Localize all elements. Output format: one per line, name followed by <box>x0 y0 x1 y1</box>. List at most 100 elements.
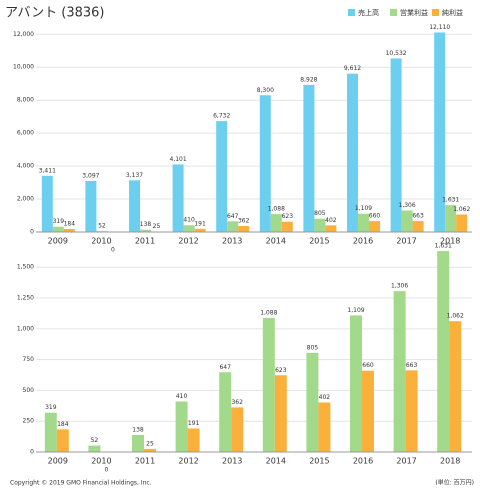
value-label: 1,088 <box>268 206 285 213</box>
x-tick-label: 2017 <box>396 457 416 466</box>
bar <box>401 210 413 232</box>
bar <box>132 435 144 452</box>
x-tick-label: 2012 <box>178 237 198 246</box>
value-label: 6,732 <box>213 113 230 120</box>
value-label: 410 <box>176 393 188 400</box>
bar <box>41 175 53 232</box>
value-label: 1,062 <box>447 313 464 320</box>
bar <box>63 228 75 232</box>
value-label: 191 <box>194 220 206 227</box>
x-tick-label: 2010 <box>91 457 111 466</box>
x-tick-label: 2011 <box>135 237 155 246</box>
value-label: 1,109 <box>355 205 372 212</box>
bar <box>140 229 151 232</box>
value-label: 663 <box>406 362 418 369</box>
y-tick-label: 1,250 <box>17 295 34 302</box>
bar <box>56 429 69 452</box>
bar <box>445 205 457 232</box>
x-tick-label: 2009 <box>48 237 68 246</box>
bar <box>231 407 244 452</box>
x-tick-label: 2017 <box>396 237 416 246</box>
bar <box>412 221 424 232</box>
bar <box>369 221 380 232</box>
bar <box>129 180 140 232</box>
value-label: 138 <box>140 221 152 228</box>
bar <box>274 375 287 452</box>
value-label: 52 <box>91 437 99 444</box>
value-label: 1,109 <box>347 307 364 314</box>
value-label: 25 <box>153 223 161 230</box>
bar <box>281 221 293 232</box>
value-label: 362 <box>231 399 243 406</box>
x-tick-label: 2014 <box>266 237 286 246</box>
value-label: 647 <box>219 364 231 371</box>
x-tick-label: 2016 <box>353 237 373 246</box>
value-label: 410 <box>183 217 195 224</box>
value-label: 623 <box>275 367 287 374</box>
bar <box>216 121 228 232</box>
bar <box>390 58 402 232</box>
legend-swatch <box>390 9 397 16</box>
bar <box>262 317 275 452</box>
value-label: 1,306 <box>391 283 408 290</box>
copyright: Copyright © 2019 GMO Financial Holdings,… <box>10 480 152 487</box>
value-label: 402 <box>319 394 331 401</box>
value-label: 1,088 <box>260 309 277 316</box>
value-label: 805 <box>307 344 319 351</box>
value-label: 12,110 <box>429 24 450 31</box>
bar <box>393 291 406 452</box>
value-label: 663 <box>412 213 424 220</box>
value-label: 25 <box>146 440 154 447</box>
bar <box>449 321 462 452</box>
value-label: 4,101 <box>170 156 187 163</box>
y-tick-label: 2,000 <box>17 196 34 203</box>
value-label: 1,062 <box>453 206 470 213</box>
value-label: 362 <box>238 218 250 225</box>
legend-swatch <box>348 9 355 16</box>
value-label: 0 <box>104 467 108 474</box>
y-tick-label: 0 <box>30 449 34 456</box>
bar <box>144 448 156 452</box>
bar <box>238 226 250 232</box>
value-label: 319 <box>45 404 57 411</box>
value-label: 660 <box>362 362 374 369</box>
value-label: 805 <box>314 210 326 217</box>
value-label: 647 <box>227 213 239 220</box>
bar <box>318 402 331 452</box>
bar <box>314 218 326 232</box>
value-label: 0 <box>111 247 115 254</box>
y-tick-label: 10,000 <box>13 64 34 71</box>
bar <box>227 221 239 232</box>
x-tick-label: 2009 <box>48 457 68 466</box>
y-tick-label: 8,000 <box>17 97 34 104</box>
value-label: 1,306 <box>399 202 416 209</box>
legend-label: 売上高 <box>358 8 379 17</box>
value-label: 1,631 <box>442 197 459 204</box>
x-tick-label: 2018 <box>440 457 460 466</box>
bar <box>325 225 337 232</box>
bar <box>437 251 450 452</box>
y-tick-label: 1,000 <box>17 325 34 332</box>
x-tick-label: 2014 <box>266 457 286 466</box>
value-label: 660 <box>369 213 381 220</box>
value-label: 138 <box>132 427 144 434</box>
bar <box>350 315 362 452</box>
value-label: 3,137 <box>126 172 143 179</box>
bar <box>219 372 232 452</box>
value-label: 1,631 <box>435 243 452 250</box>
bar <box>183 225 195 232</box>
value-label: 3,411 <box>39 167 56 174</box>
y-tick-label: 0 <box>30 229 34 236</box>
value-label: 319 <box>53 218 65 225</box>
bar <box>347 73 358 232</box>
x-tick-label: 2015 <box>309 457 329 466</box>
x-tick-label: 2013 <box>222 237 242 246</box>
y-tick-label: 6,000 <box>17 130 34 137</box>
x-tick-label: 2011 <box>135 457 155 466</box>
y-tick-label: 12,000 <box>13 31 34 38</box>
value-label: 10,532 <box>386 50 407 57</box>
bar <box>88 445 101 452</box>
bar <box>52 226 64 232</box>
y-tick-label: 1,500 <box>17 264 34 271</box>
